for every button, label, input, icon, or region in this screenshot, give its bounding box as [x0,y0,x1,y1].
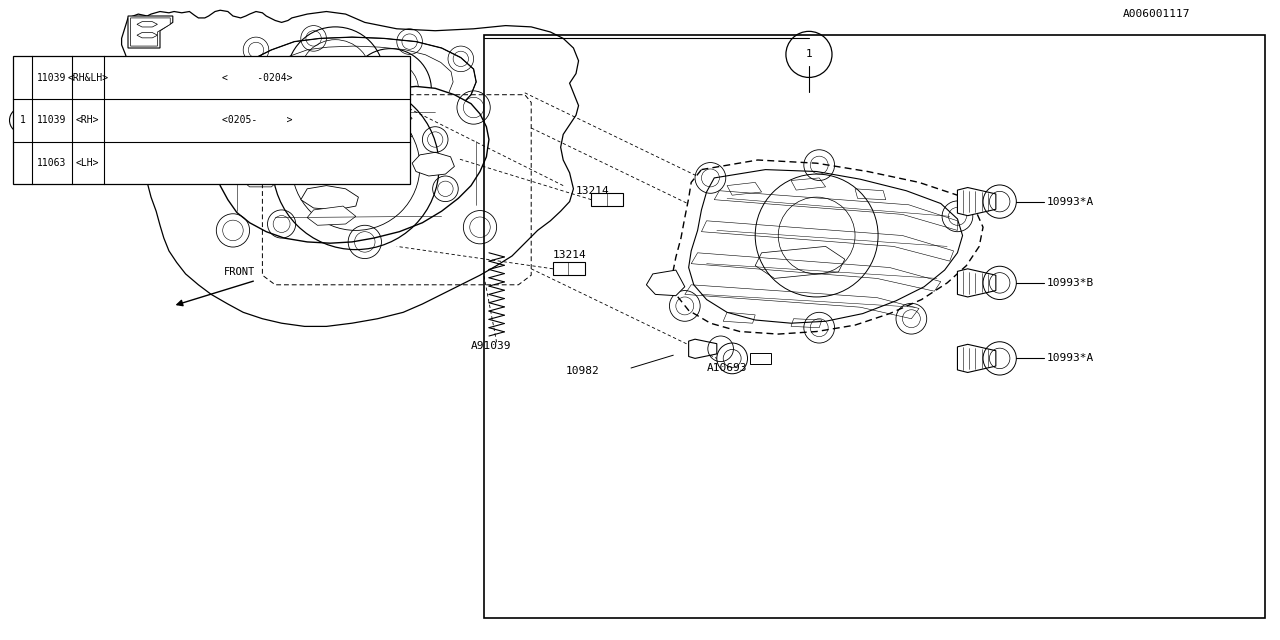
Text: 13214: 13214 [576,186,609,196]
Text: <     -0204>: < -0204> [221,73,292,83]
Polygon shape [689,170,963,323]
Text: <RH&LH>: <RH&LH> [68,73,109,83]
Polygon shape [957,269,996,297]
Polygon shape [128,16,173,48]
Text: 1: 1 [19,115,26,125]
Bar [484,35,1265,618]
Polygon shape [307,206,356,225]
Polygon shape [137,33,157,38]
Polygon shape [957,344,996,372]
Polygon shape [553,262,585,275]
Text: A006001117: A006001117 [1123,9,1190,19]
Polygon shape [412,152,454,176]
Text: 10993*A: 10993*A [1047,196,1094,207]
Text: FRONT: FRONT [224,267,255,277]
Polygon shape [122,10,579,326]
Text: 11063: 11063 [37,158,67,168]
Text: <LH>: <LH> [76,158,100,168]
Text: A10693: A10693 [707,363,748,373]
Polygon shape [243,37,476,127]
Polygon shape [241,168,282,187]
Polygon shape [371,110,412,125]
Polygon shape [591,193,623,206]
Bar [13,56,410,184]
Polygon shape [689,339,717,358]
Text: A91039: A91039 [471,340,512,351]
Text: 11039: 11039 [37,115,67,125]
Polygon shape [339,118,412,147]
Polygon shape [137,22,157,27]
Text: <0205-     >: <0205- > [221,115,292,125]
Text: 13214: 13214 [553,250,586,260]
Polygon shape [957,188,996,216]
Polygon shape [218,86,489,243]
Text: 10993*B: 10993*B [1047,278,1094,288]
Polygon shape [301,186,358,210]
Polygon shape [750,353,771,364]
Polygon shape [672,160,983,334]
Text: 11039: 11039 [37,73,67,83]
Text: 10993*A: 10993*A [1047,353,1094,364]
Polygon shape [131,18,170,46]
Text: 10982: 10982 [566,366,599,376]
Polygon shape [646,270,685,296]
Text: <RH>: <RH> [76,115,100,125]
Text: 1: 1 [805,49,813,60]
Polygon shape [284,155,343,180]
